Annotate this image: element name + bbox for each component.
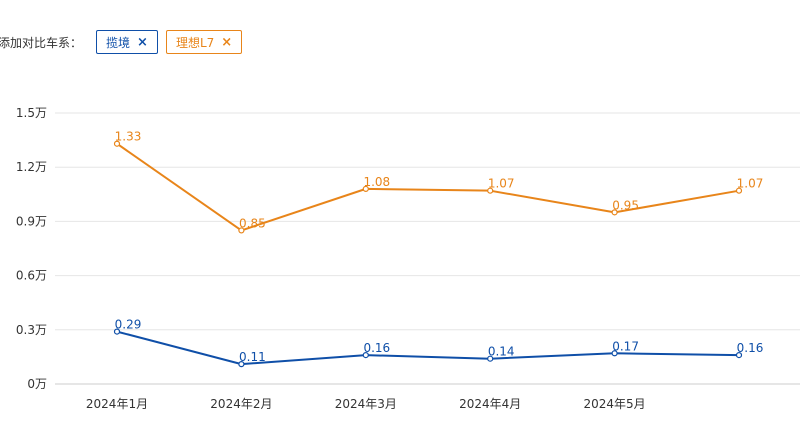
y-tick-label: 1.5万 [16,106,47,120]
series-line [116,330,740,366]
data-point [735,187,743,194]
data-label: 0.14 [488,345,515,359]
compare-toolbar: 添加对比车系： 揽境 × 理想L7 × [0,28,243,56]
compare-tag-lixiang-l7[interactable]: 理想L7 × [165,30,243,54]
y-tick-label: 0万 [27,377,47,391]
x-tick-label: 2024年3月 [335,397,397,411]
data-label: 0.95 [612,198,639,212]
x-tick-label: 2024年1月 [86,397,148,411]
y-tick-label: 0.6万 [16,269,47,283]
data-point [238,361,245,368]
data-label: 1.33 [115,130,142,144]
compare-tag-label: 揽境 [106,35,131,50]
data-point [487,187,494,194]
compare-label: 添加对比车系： [0,35,83,50]
data-label: 1.07 [737,177,764,191]
x-tick-label: 2024年5月 [584,397,646,411]
x-tick-label: 2024年2月 [210,397,272,411]
data-point [113,140,121,147]
data-label: 0.29 [115,318,142,332]
data-point [611,350,618,357]
series-line [116,142,740,232]
data-label: 0.16 [737,341,764,355]
data-label: 0.11 [239,350,266,364]
data-label: 0.17 [612,339,639,353]
y-tick-label: 1.2万 [16,160,47,174]
close-icon[interactable]: × [137,34,148,50]
data-point [735,351,743,359]
data-point [362,351,369,359]
data-point [362,185,369,192]
close-icon[interactable]: × [221,34,233,50]
data-label: 1.07 [488,177,515,191]
data-point [113,328,121,335]
y-tick-label: 0.9万 [16,214,47,228]
data-point [487,355,494,362]
x-tick-label: 2024年4月 [459,397,521,411]
data-label: 0.85 [239,216,266,230]
data-label: 1.08 [363,175,390,189]
compare-tag-label: 理想L7 [175,35,215,50]
compare-tag-lanjing[interactable]: 揽境 × [96,30,158,54]
data-point [611,209,618,216]
data-label: 0.16 [363,341,390,355]
y-tick-label: 0.3万 [16,323,47,337]
data-point [238,227,245,234]
